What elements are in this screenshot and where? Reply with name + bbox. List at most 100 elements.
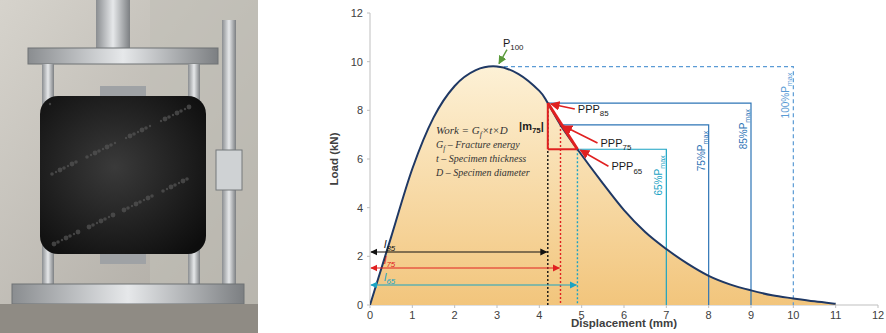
aggregate [76,230,81,235]
aggregate [52,242,57,247]
aggregate [185,177,189,181]
axes: 0123456789101112024681012 [351,7,884,321]
aggregate [50,172,54,176]
slope-triangle [548,103,578,149]
aggregate [85,155,89,159]
text-part: – Fracture energy [445,139,520,150]
aggregate [150,194,154,198]
aggregate [70,162,75,167]
aggregate [160,120,162,122]
length-label: l75 [384,254,396,269]
level-line [548,103,751,305]
aggregate [128,134,133,139]
point-arrow [580,150,608,166]
top-crossbar [28,48,218,64]
aggregate [161,189,165,193]
aggregate [167,115,171,119]
x-tick [624,305,625,308]
specimen [40,96,206,254]
text-part: 65 [633,167,642,176]
x-axis-label: Displacement (mm) [571,317,677,329]
aggregate [143,199,145,201]
aggregate [140,128,145,133]
aggregate [97,149,101,153]
aggregate [55,171,57,173]
text-part: 85 [600,109,609,118]
aggregate [114,142,116,144]
base-plate [12,284,244,304]
formula-text: Gf – Fracture energy [436,139,520,153]
loading-strip [100,86,146,96]
length-arrow [371,284,576,285]
text-part: PPP [601,137,623,149]
aggregate [134,202,139,207]
aggregate [126,206,130,210]
aggregate [125,137,127,139]
y-tick [367,305,370,306]
aggregate [109,143,113,147]
y-tick [367,256,370,257]
length-arrow [371,267,560,268]
aggregate [138,200,142,204]
aggregate [132,132,136,136]
text-part: Work = G [436,124,480,136]
aggregate [87,225,92,230]
x-tick [708,305,709,308]
aggregate [96,222,98,224]
length-label: l85 [384,238,396,253]
aggregate [146,196,151,201]
annotations: l85l75l65PPP85PPP75PPP65|m75|P100100%Pma… [384,37,794,287]
aggregate [166,188,168,190]
y-tick [367,13,370,14]
text-part: max [701,131,710,145]
aggregate [137,131,139,133]
aggregate [122,208,127,213]
text-part: D – Specimen diameter [435,167,530,178]
length-arrow [371,251,547,252]
x-tick-label: 1 [409,309,415,321]
formula-text: D – Specimen diameter [435,167,530,178]
aggregate [131,205,133,207]
point-arrow [564,126,598,143]
text-part: 100 [510,43,524,52]
y-tick-label: 2 [357,250,363,262]
photo-background [0,0,258,333]
text-part: PPP [611,160,633,172]
point-label: PPP65 [611,160,642,175]
text-part: | [541,120,544,132]
text-part: 85%P [738,122,749,149]
point-arrow [551,104,575,109]
y-tick-label: 4 [357,202,363,214]
x-tick [878,305,879,308]
aggregate [184,108,186,110]
aggregate [105,145,110,150]
text-part: 75 [386,260,395,269]
slope-label: |m75| [519,120,544,135]
point-drop-line [560,125,561,305]
y-tick-label: 12 [351,7,363,19]
y-tick-label: 10 [351,56,363,68]
aggregate [102,148,104,150]
x-tick [793,305,794,308]
peak-label: P100 [503,37,524,52]
aggregate [175,111,180,116]
loading-strip [100,254,146,264]
x-tick-label: 3 [494,309,500,321]
curve [370,66,836,305]
level-line [497,67,793,305]
slope-rise [547,103,549,149]
x-tick [581,305,582,308]
point-drop-line [547,103,548,305]
text-part: PPP [578,103,600,115]
level-label: 65%Pmax [653,155,667,196]
aggregate [103,217,107,221]
x-tick-label: 0 [367,309,373,321]
aggregate [172,114,174,116]
y-axis-label: Load (kN) [328,132,340,185]
text-part: |m [519,120,532,132]
aggregate [108,216,110,218]
y-tick-label: 0 [357,299,363,311]
x-tick-label: 12 [872,309,884,321]
x-tick-label: 9 [748,309,754,321]
y-tick [367,61,370,62]
